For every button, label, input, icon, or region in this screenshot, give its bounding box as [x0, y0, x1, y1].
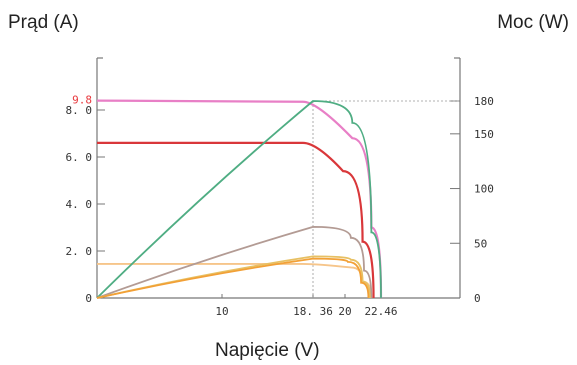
y-left-tick-label: 0: [85, 292, 92, 305]
x-tick-label: 20: [338, 305, 351, 318]
x-tick-label: 10: [215, 305, 228, 318]
y-axis-left-title: Prąd (A): [8, 12, 79, 33]
series-line-2: [97, 141, 375, 299]
y-left-tick-label: 8. 0: [66, 104, 93, 117]
y-right-tick-label: 0: [474, 292, 481, 305]
series-line-6: [96, 255, 371, 299]
series-line-4: [96, 100, 382, 299]
series-line-5: [96, 225, 373, 299]
y-left-tick-label: 6. 0: [66, 151, 93, 164]
y-right-tick-label: 180: [474, 95, 494, 108]
x-tick-label: 22.46: [364, 305, 397, 318]
x-tick-label: 18. 36: [293, 305, 333, 318]
y-right-tick-label: 150: [474, 128, 494, 141]
annotation-label: 9.8: [72, 94, 92, 107]
y-axis-right-title: Moc (W): [497, 12, 569, 33]
series-line-7: [96, 257, 370, 299]
y-left-tick-label: 4. 0: [66, 198, 93, 211]
y-right-tick-label: 100: [474, 183, 494, 196]
x-axis-title: Napięcie (V): [215, 340, 320, 361]
y-right-tick-label: 50: [474, 237, 487, 250]
y-left-tick-label: 2. 0: [66, 245, 93, 258]
